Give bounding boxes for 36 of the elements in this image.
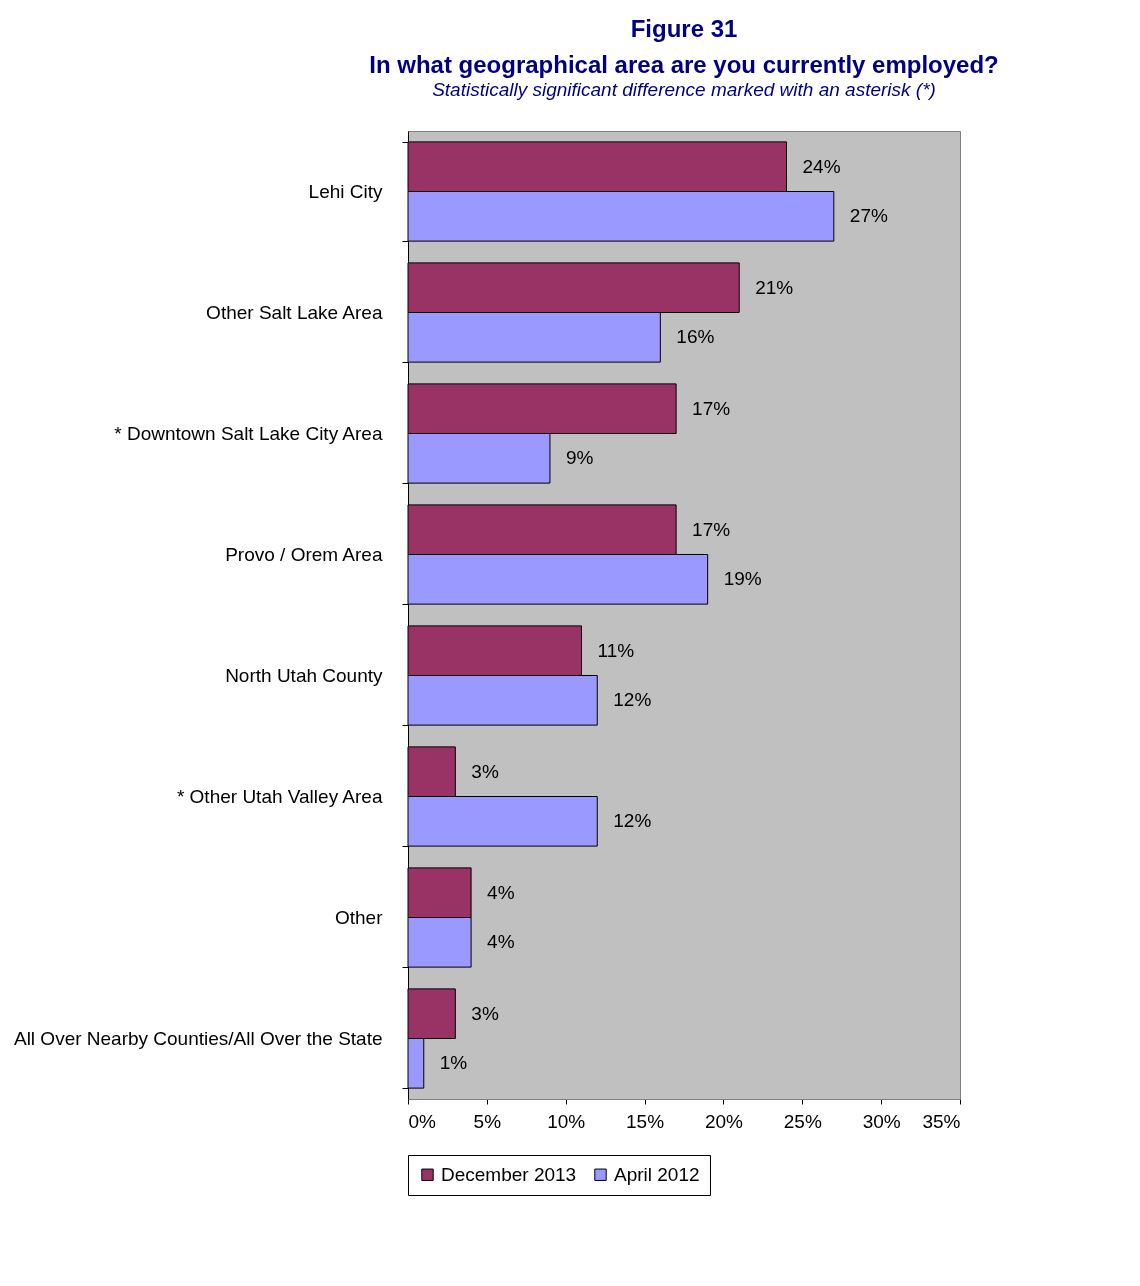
data-label: 9% bbox=[565, 447, 594, 469]
chart-title: Figure 31 In what geographical area are you currently employed? bbox=[369, 15, 999, 78]
x-tick-label: 30% bbox=[862, 1110, 901, 1132]
x-tick-label: 0% bbox=[408, 1110, 437, 1132]
data-label: 4% bbox=[487, 881, 515, 903]
legend-label: December 2013 bbox=[441, 1163, 577, 1185]
data-label: 3% bbox=[471, 1002, 499, 1024]
data-label: 12% bbox=[613, 810, 652, 832]
y-tick-label: * Downtown Salt Lake City Area bbox=[114, 423, 383, 444]
legend-label: April 2012 bbox=[614, 1163, 700, 1185]
data-label: 17% bbox=[692, 397, 731, 419]
data-label: 16% bbox=[676, 326, 715, 348]
x-tick-label: 5% bbox=[473, 1110, 502, 1132]
data-label: 1% bbox=[439, 1052, 468, 1074]
y-tick-label: Lehi City bbox=[308, 181, 383, 202]
y-tick-label: * Other Utah Valley Area bbox=[176, 786, 383, 807]
x-tick-label: 20% bbox=[704, 1110, 744, 1132]
x-tick-label: 25% bbox=[783, 1110, 822, 1132]
y-tick-label: Provo / Orem Area bbox=[225, 544, 383, 565]
x-tick-label: 10% bbox=[547, 1110, 586, 1132]
chart-subtitle: Statistically significant difference marked with an asterisk (*) bbox=[432, 79, 936, 100]
data-label: 12% bbox=[613, 689, 652, 711]
x-tick-label: 35% bbox=[922, 1110, 961, 1132]
data-label: 24% bbox=[802, 155, 841, 177]
data-label: 21% bbox=[755, 276, 794, 298]
data-label: 17% bbox=[692, 518, 731, 540]
data-label: 27% bbox=[849, 205, 888, 227]
y-tick-label: North Utah County bbox=[225, 665, 383, 686]
y-tick-label: Other Salt Lake Area bbox=[206, 302, 383, 323]
y-tick-label: All Over Nearby Counties/All Over the State bbox=[13, 1028, 383, 1049]
data-label: 3% bbox=[471, 760, 499, 782]
data-label: 19% bbox=[723, 568, 762, 590]
x-tick-label: 15% bbox=[626, 1110, 665, 1132]
y-tick-label: Other bbox=[334, 907, 384, 928]
data-label: 11% bbox=[597, 639, 635, 661]
data-label: 4% bbox=[487, 931, 515, 953]
